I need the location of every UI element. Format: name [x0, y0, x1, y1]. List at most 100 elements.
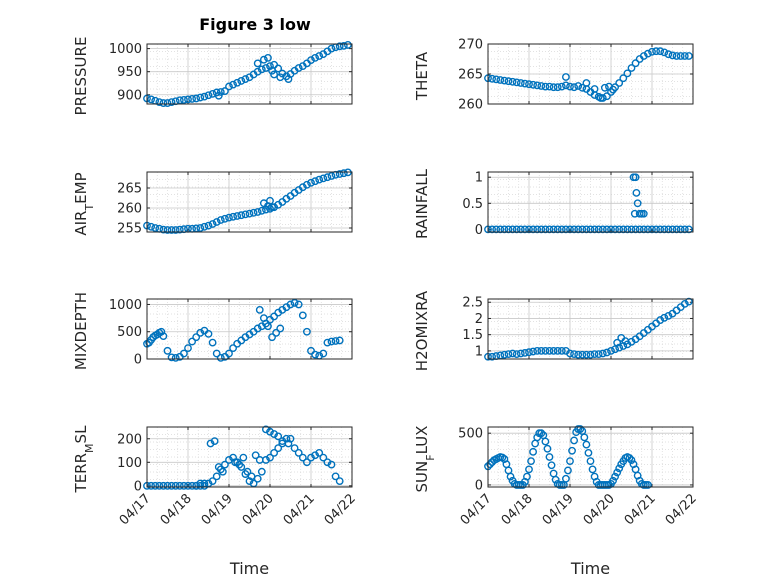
- data-point: [294, 448, 303, 457]
- data-point: [335, 42, 344, 51]
- data-point: [521, 348, 529, 357]
- data-point: [200, 481, 209, 490]
- data-point: [537, 82, 546, 90]
- data-point: [549, 225, 558, 234]
- data-point: [627, 225, 636, 234]
- data-point: [196, 481, 205, 490]
- data-point: [498, 453, 507, 462]
- data-point: [327, 337, 336, 346]
- data-point: [216, 216, 225, 224]
- data-point: [635, 225, 644, 234]
- y-tick-label: 950: [117, 65, 142, 80]
- data-point: [196, 224, 205, 232]
- data-point: [268, 333, 276, 342]
- data-point: [644, 225, 652, 234]
- data-point: [184, 95, 192, 104]
- data-point: [578, 350, 587, 359]
- data-point: [311, 451, 319, 460]
- data-point: [270, 70, 278, 79]
- data-point: [286, 300, 295, 309]
- x-tick-label: 04/19: [199, 491, 236, 528]
- data-point: [611, 225, 619, 234]
- data-point: [632, 188, 641, 197]
- data-point: [566, 457, 574, 466]
- data-point: [582, 225, 591, 234]
- y-tick-label: 265: [117, 182, 142, 197]
- x-tick-label: 04/20: [581, 491, 618, 528]
- data-point: [302, 458, 311, 467]
- y-axis-label: AIRTEMP: [72, 172, 96, 235]
- data-point: [147, 481, 156, 490]
- data-point: [175, 225, 184, 234]
- x-tick-label: 04/18: [158, 491, 195, 528]
- data-point: [319, 174, 328, 183]
- y-tick-label: 1: [475, 344, 483, 359]
- data-point: [676, 225, 685, 234]
- data-point: [298, 311, 307, 320]
- data-point: [210, 437, 219, 446]
- data-point: [576, 425, 585, 433]
- axes-box: [487, 298, 694, 360]
- data-point: [672, 52, 681, 60]
- data-point: [685, 52, 693, 60]
- data-point: [192, 94, 201, 103]
- data-point: [609, 476, 617, 485]
- data-point: [245, 209, 254, 218]
- data-point: [566, 82, 574, 91]
- data-point: [529, 80, 537, 89]
- data-point: [625, 454, 634, 462]
- y-tick-label: 260: [458, 98, 483, 113]
- data-point: [290, 298, 299, 307]
- data-point: [580, 433, 589, 442]
- data-point: [208, 477, 217, 486]
- data-point: [553, 225, 562, 234]
- data-point: [553, 346, 562, 355]
- data-point: [331, 472, 340, 481]
- data-point: [648, 47, 656, 56]
- y-tick-label: 265: [458, 68, 483, 83]
- data-point: [541, 346, 550, 355]
- data-point: [680, 225, 689, 234]
- data-point: [163, 226, 172, 234]
- data-point: [523, 472, 531, 481]
- data-point: [652, 47, 660, 56]
- data-point: [268, 203, 276, 212]
- data-point: [488, 352, 496, 361]
- data-point: [204, 330, 213, 338]
- data-point: [225, 82, 233, 91]
- y-tick-label: 260: [117, 202, 142, 217]
- y-tick-label: 0: [134, 353, 142, 368]
- data-point: [179, 95, 188, 104]
- data-point: [229, 453, 238, 462]
- data-point: [245, 477, 254, 486]
- data-point: [167, 226, 176, 234]
- x-tick-label: 04/22: [322, 491, 359, 528]
- data-point: [259, 55, 268, 64]
- data-point: [339, 41, 348, 50]
- data-point: [151, 224, 160, 232]
- y-tick-label: 1.5: [462, 328, 483, 343]
- data-point: [603, 348, 611, 357]
- data-point: [159, 332, 168, 340]
- data-point: [184, 344, 192, 352]
- axes-box: [487, 426, 694, 488]
- data-point: [547, 461, 556, 470]
- data-point: [596, 94, 605, 102]
- y-tick-label: 500: [117, 325, 142, 340]
- data-point: [685, 225, 693, 234]
- data-point: [233, 212, 242, 220]
- data-point: [668, 225, 677, 234]
- data-point: [188, 481, 197, 490]
- data-point: [225, 213, 233, 222]
- y-axis-label: RAINFALL: [413, 168, 431, 239]
- data-point: [212, 218, 221, 226]
- data-point: [656, 47, 665, 56]
- data-point: [537, 225, 546, 234]
- data-point: [315, 52, 324, 60]
- data-point: [615, 464, 624, 473]
- data-point: [582, 440, 591, 449]
- data-point: [586, 457, 595, 466]
- data-point: [566, 225, 574, 234]
- data-point: [562, 73, 570, 81]
- data-point: [586, 350, 595, 359]
